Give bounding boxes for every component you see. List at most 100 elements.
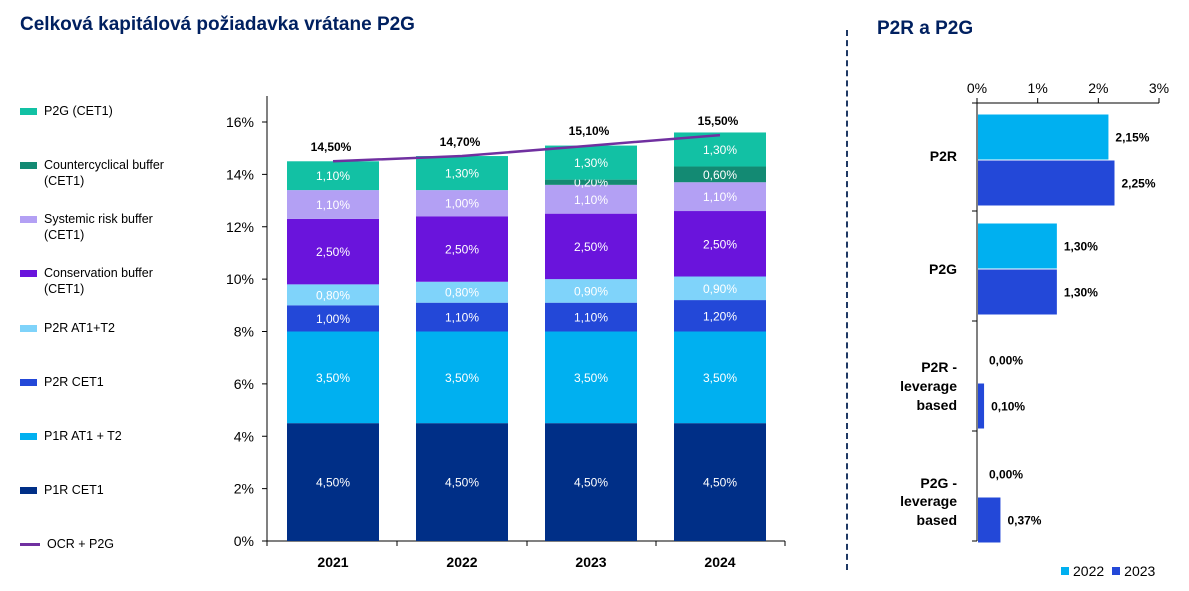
bar-segment-label: 1,00% bbox=[445, 197, 479, 211]
legend-swatch bbox=[20, 108, 37, 115]
side-legend-item: 2023 bbox=[1112, 563, 1155, 579]
side-bar-label: 0,00% bbox=[989, 354, 1023, 368]
bar-segment-label: 0,90% bbox=[574, 284, 608, 298]
x-tick-label: 2022 bbox=[446, 554, 477, 570]
side-legend-label: 2023 bbox=[1124, 563, 1156, 579]
legend-item: P2R AT1+T2 bbox=[20, 320, 220, 336]
bar-segment bbox=[674, 423, 766, 541]
side-bar-label: 1,30% bbox=[1064, 286, 1098, 300]
legend-swatch bbox=[20, 216, 37, 223]
side-category-label: P2G - bbox=[920, 475, 957, 491]
line-point-label: 15,10% bbox=[569, 124, 610, 138]
side-x-tick-label: 2% bbox=[1088, 80, 1108, 96]
bar-segment-label: 2,50% bbox=[703, 237, 737, 251]
bar-segment-label: 1,10% bbox=[316, 169, 350, 183]
side-chart-title: P2R a P2G bbox=[877, 18, 974, 39]
bar-segment-label: 1,30% bbox=[445, 167, 479, 181]
line-point-label: 14,50% bbox=[311, 140, 352, 154]
bar-segment-label: 1,10% bbox=[574, 311, 608, 325]
side-category-label: P2R - bbox=[921, 359, 957, 375]
y-tick-label: 10% bbox=[226, 271, 254, 287]
bar-segment bbox=[674, 331, 766, 424]
legend-label: OCR + P2G bbox=[47, 537, 115, 551]
side-legend-item: 2022 bbox=[1061, 563, 1104, 579]
side-category-label: leverage bbox=[900, 378, 957, 394]
side-bar bbox=[978, 114, 1109, 160]
bar-segment bbox=[416, 216, 508, 282]
side-bar bbox=[978, 497, 1001, 543]
bar-segment bbox=[674, 211, 766, 277]
legend-item: Countercyclical buffer (CET1) bbox=[20, 157, 220, 189]
bar-segment bbox=[416, 156, 508, 191]
side-bar-label: 0,00% bbox=[989, 468, 1023, 482]
ocr-p2g-line bbox=[332, 133, 721, 163]
bar-segment bbox=[416, 190, 508, 217]
bar-segment bbox=[545, 331, 637, 424]
legend-item: P2G (CET1) bbox=[20, 103, 220, 119]
legend-swatch bbox=[20, 270, 37, 277]
bar-segment bbox=[674, 276, 766, 301]
y-tick-label: 2% bbox=[234, 481, 254, 497]
bar-segment bbox=[674, 300, 766, 332]
side-bar bbox=[978, 223, 1057, 269]
bar-segment bbox=[545, 423, 637, 541]
bar-segment-label: 4,50% bbox=[703, 476, 737, 490]
bar-segment-label: 1,10% bbox=[574, 193, 608, 207]
legend-item: P2R CET1 bbox=[20, 374, 220, 390]
x-tick-label: 2023 bbox=[575, 554, 606, 570]
legend-label: Conservation buffer (CET1) bbox=[44, 266, 153, 296]
bar-segment-label: 1,30% bbox=[703, 143, 737, 157]
x-tick-label: 2024 bbox=[704, 554, 735, 570]
legend-label: Systemic risk buffer (CET1) bbox=[44, 212, 153, 242]
legend-swatch bbox=[20, 433, 37, 440]
side-legend-swatch bbox=[1061, 567, 1069, 575]
side-x-tick-label: 0% bbox=[967, 80, 987, 96]
legend-item: Conservation buffer (CET1) bbox=[20, 265, 220, 297]
legend-item: P1R CET1 bbox=[20, 482, 220, 498]
bar-segment bbox=[545, 279, 637, 303]
legend-label: P2G (CET1) bbox=[44, 104, 113, 118]
bar-segment bbox=[674, 166, 766, 183]
x-tick-label: 2021 bbox=[317, 554, 348, 570]
line-point-label: 15,50% bbox=[698, 114, 739, 128]
side-x-tick-label: 3% bbox=[1149, 80, 1169, 96]
bar-segment-label: 2,50% bbox=[574, 240, 608, 254]
line-point-label: 14,70% bbox=[440, 135, 481, 149]
bar-segment bbox=[287, 218, 379, 285]
bar-segment-label: 0,90% bbox=[703, 282, 737, 296]
side-legend-swatch bbox=[1112, 567, 1121, 575]
side-legend-label: 2022 bbox=[1073, 563, 1105, 579]
bar-segment bbox=[416, 331, 508, 424]
y-tick-label: 16% bbox=[226, 114, 254, 130]
bar-segment-label: 4,50% bbox=[316, 476, 350, 490]
side-legend: 2022 2023 bbox=[1061, 563, 1155, 579]
side-bar-label: 0,10% bbox=[991, 400, 1025, 414]
bar-segment-label: 4,50% bbox=[445, 476, 479, 490]
side-bar-label: 0,37% bbox=[1007, 514, 1041, 528]
y-tick-label: 6% bbox=[234, 376, 254, 392]
legend-label: P1R AT1 + T2 bbox=[44, 429, 122, 443]
y-tick-label: 4% bbox=[234, 428, 254, 444]
bar-segment bbox=[545, 213, 637, 280]
bar-segment bbox=[416, 423, 508, 541]
legend-swatch bbox=[20, 543, 40, 546]
bar-segment-label: 3,50% bbox=[703, 371, 737, 385]
bar-segment-label: 3,50% bbox=[316, 371, 350, 385]
legend-label: P1R CET1 bbox=[44, 483, 104, 497]
main-chart-title: Celková kapitálová požiadavka vrátane P2… bbox=[20, 14, 415, 35]
bar-segment-label: 0,80% bbox=[316, 288, 350, 302]
bar-segment bbox=[287, 161, 379, 191]
bar-segment bbox=[287, 305, 379, 332]
side-bar-label: 2,15% bbox=[1115, 131, 1149, 145]
bar-segment bbox=[287, 423, 379, 541]
side-category-label: based bbox=[917, 397, 957, 413]
bar-segment-label: 4,50% bbox=[574, 476, 608, 490]
y-tick-label: 12% bbox=[226, 219, 254, 235]
bar-segment bbox=[545, 302, 637, 332]
legend-item: Systemic risk buffer (CET1) bbox=[20, 211, 220, 243]
bar-segment-label: 0,80% bbox=[445, 286, 479, 300]
y-tick-label: 14% bbox=[226, 166, 254, 182]
legend-label: P2R CET1 bbox=[44, 375, 104, 389]
